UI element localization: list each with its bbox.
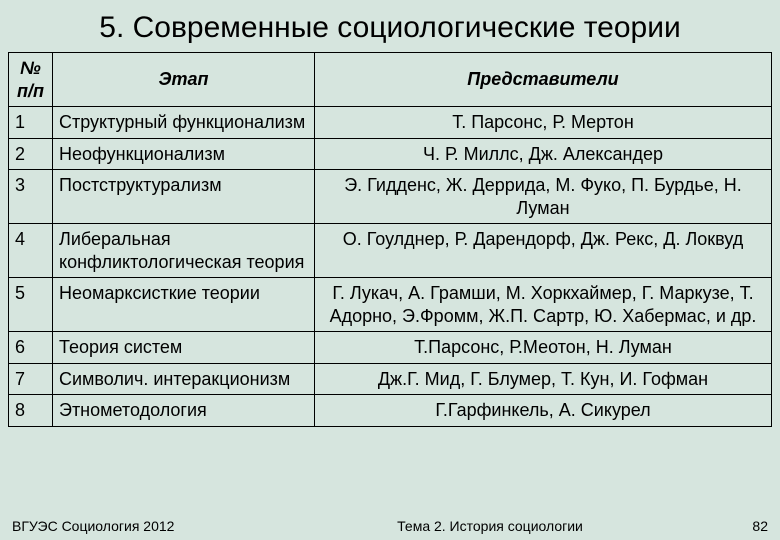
cell-rep: О. Гоулднер, Р. Дарендорф, Дж. Рекс, Д. …: [315, 224, 772, 278]
cell-stage: Неомарксисткие теории: [53, 278, 315, 332]
cell-rep: Г. Лукач, А. Грамши, М. Хоркхаймер, Г. М…: [315, 278, 772, 332]
cell-rep: Э. Гидденс, Ж. Деррида, М. Фуко, П. Бурд…: [315, 170, 772, 224]
cell-stage: Этнометодология: [53, 395, 315, 427]
cell-num: 5: [9, 278, 53, 332]
cell-rep: Дж.Г. Мид, Г. Блумер, Т. Кун, И. Гофман: [315, 363, 772, 395]
cell-num: 2: [9, 138, 53, 170]
cell-rep: Ч. Р. Миллс, Дж. Александер: [315, 138, 772, 170]
cell-rep: Т. Парсонс, Р. Мертон: [315, 107, 772, 139]
cell-stage: Структурный функционализм: [53, 107, 315, 139]
footer-center: Тема 2. История социологии: [272, 518, 708, 534]
cell-num: 1: [9, 107, 53, 139]
table-header-row: № п/п Этап Представители: [9, 53, 772, 107]
footer-left: ВГУЭС Социология 2012: [12, 518, 272, 534]
cell-rep: Г.Гарфинкель, А. Сикурел: [315, 395, 772, 427]
cell-num: 6: [9, 332, 53, 364]
cell-num: 3: [9, 170, 53, 224]
col-header-rep: Представители: [315, 53, 772, 107]
table-row: 4 Либеральная конфликтологическая теория…: [9, 224, 772, 278]
col-header-num: № п/п: [9, 53, 53, 107]
slide-title: 5. Современные социологические теории: [0, 0, 780, 52]
cell-num: 8: [9, 395, 53, 427]
cell-num: 4: [9, 224, 53, 278]
cell-stage: Теория систем: [53, 332, 315, 364]
table-row: 2 Неофункционализм Ч. Р. Миллс, Дж. Алек…: [9, 138, 772, 170]
cell-stage: Либеральная конфликтологическая теория: [53, 224, 315, 278]
cell-num: 7: [9, 363, 53, 395]
cell-rep: Т.Парсонс, Р.Меотон, Н. Луман: [315, 332, 772, 364]
table-row: 3 Постструктурализм Э. Гидденс, Ж. Дерри…: [9, 170, 772, 224]
cell-stage: Неофункционализм: [53, 138, 315, 170]
footer-page: 82: [708, 518, 768, 534]
table-row: 1 Структурный функционализм Т. Парсонс, …: [9, 107, 772, 139]
cell-stage: Постструктурализм: [53, 170, 315, 224]
table-row: 7 Символич. интеракционизм Дж.Г. Мид, Г.…: [9, 363, 772, 395]
col-header-stage: Этап: [53, 53, 315, 107]
cell-stage: Символич. интеракционизм: [53, 363, 315, 395]
table-row: 8 Этнометодология Г.Гарфинкель, А. Сикур…: [9, 395, 772, 427]
slide-footer: ВГУЭС Социология 2012 Тема 2. История со…: [0, 518, 780, 534]
table-row: 5 Неомарксисткие теории Г. Лукач, А. Гра…: [9, 278, 772, 332]
table-row: 6 Теория систем Т.Парсонс, Р.Меотон, Н. …: [9, 332, 772, 364]
theories-table: № п/п Этап Представители 1 Структурный ф…: [8, 52, 772, 427]
